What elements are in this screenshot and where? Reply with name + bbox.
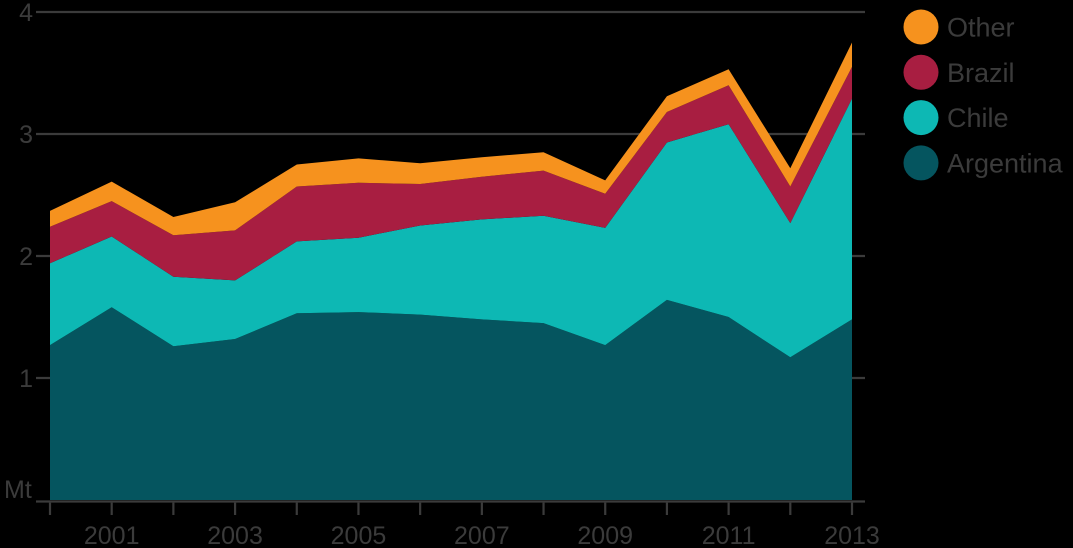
y-axis-unit-label: Mt [4, 476, 32, 504]
legend: Other Brazil Chile Argentina [903, 9, 1064, 181]
legend-label-other: Other [947, 13, 1015, 43]
y-tick-label-4: 4 [19, 0, 33, 27]
axis-layer [48, 502, 854, 515]
x-tick-label-2005: 2005 [331, 522, 387, 548]
y-tick-label-2: 2 [19, 243, 33, 271]
legend-dot-brazil [903, 54, 939, 90]
x-tick-label-2001: 2001 [84, 522, 140, 548]
y-tick-label-3: 3 [19, 121, 33, 149]
y-tick-label-1: 1 [19, 365, 33, 393]
legend-item-argentina: Argentina [903, 145, 1064, 181]
x-tick-label-2013: 2013 [824, 522, 880, 548]
area-layer [50, 42, 852, 500]
legend-item-other: Other [903, 9, 1015, 45]
legend-dot-argentina [903, 145, 939, 181]
legend-dot-chile [903, 100, 939, 136]
legend-dot-other [903, 9, 939, 45]
legend-label-argentina: Argentina [947, 148, 1064, 178]
x-tick-label-2003: 2003 [207, 522, 263, 548]
x-tick-label-2009: 2009 [577, 522, 633, 548]
label-layer: Mt 1 2 3 4 2001 2003 2005 2007 2009 2011 2013 [4, 0, 880, 548]
area-chile [50, 98, 852, 358]
legend-item-brazil: Brazil [903, 54, 1015, 90]
legend-label-chile: Chile [947, 103, 1009, 133]
area-argentina [50, 299, 852, 500]
legend-item-chile: Chile [903, 100, 1009, 136]
area-brazil [50, 66, 852, 281]
legend-label-brazil: Brazil [947, 58, 1015, 88]
x-tick-label-2007: 2007 [454, 522, 510, 548]
x-tick-label-2011: 2011 [702, 522, 756, 548]
